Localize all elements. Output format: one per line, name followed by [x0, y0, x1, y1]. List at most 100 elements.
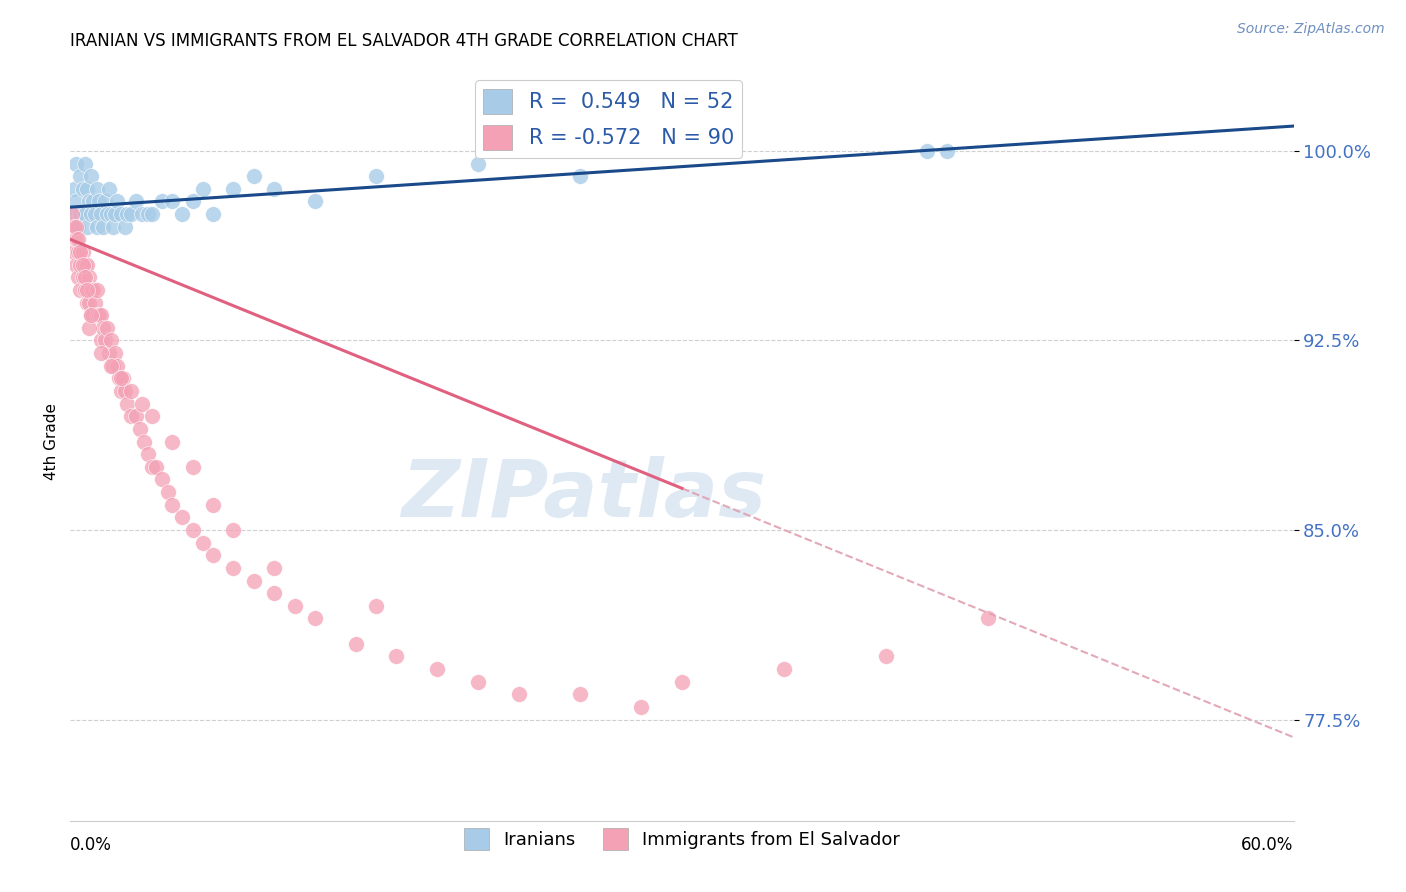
Point [100, 207, 122, 221]
Text: 60.0%: 60.0% [1241, 836, 1294, 854]
Point [263, 561, 285, 575]
Point [69, 283, 91, 297]
Point [105, 194, 128, 209]
Point [69, 169, 91, 183]
Point [86, 182, 108, 196]
Point [141, 409, 163, 424]
Point [65, 258, 87, 272]
Point [467, 156, 489, 170]
Point [121, 384, 143, 398]
Point [60, 207, 83, 221]
Point [72, 270, 94, 285]
Point [284, 599, 307, 613]
Text: 0.0%: 0.0% [70, 836, 112, 854]
Point [121, 207, 143, 221]
Point [86, 219, 108, 234]
Point [69, 207, 91, 221]
Point [976, 611, 998, 625]
Point [60, 207, 83, 221]
Point [162, 194, 183, 209]
Point [91, 219, 114, 234]
Point [76, 283, 98, 297]
Point [162, 498, 183, 512]
Point [69, 258, 91, 272]
Point [79, 308, 103, 322]
Point [100, 359, 122, 373]
Point [131, 396, 153, 410]
Y-axis label: 4th Grade: 4th Grade [44, 403, 59, 480]
Point [117, 396, 139, 410]
Point [90, 346, 112, 360]
Point [172, 207, 194, 221]
Point [128, 422, 150, 436]
Point [105, 359, 128, 373]
Point [150, 472, 173, 486]
Point [141, 459, 163, 474]
Point [65, 194, 87, 209]
Point [121, 409, 143, 424]
Point [366, 169, 388, 183]
Point [131, 207, 153, 221]
Point [86, 283, 108, 297]
Point [915, 144, 938, 158]
Point [79, 308, 103, 322]
Point [426, 662, 449, 676]
Point [73, 156, 96, 170]
Point [181, 459, 204, 474]
Point [172, 510, 194, 524]
Point [67, 270, 90, 285]
Point [73, 270, 96, 285]
Point [110, 384, 132, 398]
Point [243, 574, 266, 588]
Point [86, 308, 108, 322]
Text: Source: ZipAtlas.com: Source: ZipAtlas.com [1237, 22, 1385, 37]
Point [65, 156, 87, 170]
Point [94, 194, 117, 209]
Point [94, 334, 117, 348]
Point [136, 207, 159, 221]
Point [82, 194, 104, 209]
Point [63, 244, 86, 259]
Point [108, 371, 131, 385]
Point [91, 320, 114, 334]
Point [568, 687, 592, 701]
Point [90, 334, 112, 348]
Point [467, 674, 489, 689]
Point [132, 434, 155, 449]
Point [82, 308, 104, 322]
Point [222, 182, 245, 196]
Point [63, 182, 86, 196]
Point [98, 182, 121, 196]
Point [222, 561, 245, 575]
Point [114, 219, 136, 234]
Point [344, 637, 367, 651]
Point [110, 207, 132, 221]
Point [124, 194, 146, 209]
Point [76, 219, 98, 234]
Point [150, 194, 173, 209]
Point [77, 295, 100, 310]
Point [82, 283, 104, 297]
Point [568, 169, 592, 183]
Point [202, 548, 225, 562]
Point [77, 194, 100, 209]
Point [76, 182, 98, 196]
Point [79, 207, 103, 221]
Point [630, 699, 652, 714]
Point [191, 182, 214, 196]
Point [117, 207, 139, 221]
Point [72, 244, 94, 259]
Point [136, 447, 159, 461]
Point [157, 485, 180, 500]
Point [222, 523, 245, 537]
Point [243, 169, 266, 183]
Point [67, 232, 90, 246]
Point [90, 207, 112, 221]
Point [366, 599, 388, 613]
Point [72, 258, 94, 272]
Point [145, 459, 167, 474]
Point [69, 244, 91, 259]
Point [124, 409, 146, 424]
Point [65, 232, 87, 246]
Point [76, 258, 98, 272]
